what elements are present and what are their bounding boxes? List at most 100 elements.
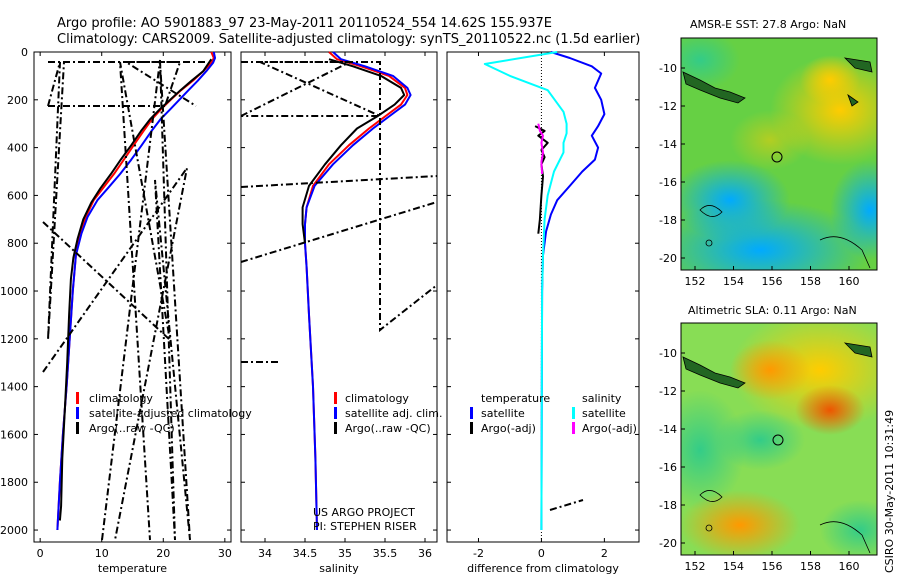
- y-tick-label: 1400: [0, 381, 28, 394]
- legend-label-temp-satellite: satellite: [481, 407, 525, 420]
- y-tick-label: 600: [7, 189, 28, 202]
- salinity-legend: climatology satellite adj. clim. Argo(..…: [313, 392, 442, 533]
- x-tick-label: 2: [601, 547, 608, 560]
- map-y-tick-label: -18: [659, 499, 677, 512]
- legend-swatch-black: [334, 422, 337, 434]
- x-tick-label: 0: [538, 547, 545, 560]
- y-tick-label: 1000: [0, 285, 28, 298]
- x-tick-label: 34.5: [293, 547, 318, 560]
- legend-swatch-red: [334, 392, 337, 404]
- project-annotation-line-2: PI: STEPHEN RISER: [313, 520, 417, 533]
- x-tick-label: 35: [338, 547, 352, 560]
- timestamp-label: CSIRO 30-May-2011 10:31:49: [883, 410, 896, 573]
- legend-label-argo: Argo(..raw -QC): [89, 422, 175, 435]
- map-x-tick-label: 160: [839, 560, 860, 573]
- map-y-tick-label: -16: [659, 176, 677, 189]
- series-line: [58, 58, 213, 521]
- series-line: [304, 51, 409, 531]
- y-tick-label: 0: [21, 46, 28, 59]
- legend-label-temp-argo: Argo(-adj): [481, 422, 536, 435]
- map-y-tick-label: -14: [659, 138, 677, 151]
- series-line: [534, 125, 549, 234]
- temperature-panel: 0 10 20 30 0 200 400 600 800 1000 1200 1400 1600 1800…: [0, 46, 232, 575]
- sst-map: [681, 38, 877, 270]
- legend-label-climatology: climatology: [345, 392, 409, 405]
- map-x-tick-label: 160: [839, 275, 860, 288]
- sla-map: [681, 323, 877, 555]
- sla-map-frame: [680, 322, 878, 556]
- map-y-tick-label: -14: [659, 423, 677, 436]
- series-line: [483, 51, 568, 531]
- difference-panel: -2 0 2 difference from climatology: [446, 51, 640, 575]
- map-y-tick-label: -16: [659, 461, 677, 474]
- argo-raw-spikes: [42, 59, 584, 541]
- map-y-tick-label: -12: [659, 385, 677, 398]
- legend-swatch-black: [470, 422, 473, 434]
- legend-title-temperature: temperature: [481, 392, 550, 405]
- legend-swatch-blue: [76, 407, 79, 419]
- map-x-tick-label: 156: [762, 560, 783, 573]
- x-tick-label: 0: [37, 547, 44, 560]
- map-y-tick-label: -20: [659, 252, 677, 265]
- sst-map-axes: 152 154 156 158 160 -10 -12 -14 -16 -18 -20: [659, 62, 859, 288]
- difference-legend: temperature satellite Argo(-adj) salinit…: [470, 392, 637, 435]
- sla-map-title: Altimetric SLA: 0.11 Argo: NaN: [688, 304, 857, 317]
- series-line: [537, 123, 544, 174]
- header-line-2: Climatology: CARS2009. Satellite-adjuste…: [57, 32, 640, 47]
- x-tick-label: 34: [258, 547, 272, 560]
- series-line: [301, 58, 406, 244]
- map-y-tick-label: -10: [659, 62, 677, 75]
- map-x-tick-label: 154: [723, 560, 744, 573]
- x-tick-label: 30: [218, 547, 232, 560]
- legend-label-sat-adj: satellite-adjusted climatology: [89, 407, 252, 420]
- map-y-tick-label: -18: [659, 214, 677, 227]
- map-x-tick-label: 154: [723, 275, 744, 288]
- x-tick-label: 20: [156, 547, 170, 560]
- y-tick-label: 1600: [0, 428, 28, 441]
- legend-label-sat-adj: satellite adj. clim.: [345, 407, 442, 420]
- series-line: [56, 51, 215, 531]
- x-tick-label: -2: [473, 547, 484, 560]
- header-line-1: Argo profile: AO 5901883_97 23-May-2011 …: [57, 16, 552, 31]
- y-tick-label: 1800: [0, 476, 28, 489]
- y-tick-label: 200: [7, 94, 28, 107]
- series-line: [56, 51, 216, 531]
- sla-map-axes: 152 154 156 158 160 -10 -12 -14 -16 -18 -20: [659, 347, 859, 573]
- map-x-tick-label: 152: [685, 275, 706, 288]
- series-line: [540, 51, 606, 531]
- legend-label-climatology: climatology: [89, 392, 153, 405]
- salinity-x-axis-label: salinity: [319, 562, 359, 575]
- series-line: [304, 51, 412, 531]
- legend-label-argo: Argo(..raw -QC): [345, 422, 431, 435]
- x-tick-label: 10: [95, 547, 109, 560]
- y-tick-label: 1200: [0, 333, 28, 346]
- y-tick-label: 2000: [0, 524, 28, 537]
- salinity-plot-frame: [240, 51, 438, 543]
- salinity-panel: 34 34.5 35 35.5 36 salinity: [240, 51, 438, 575]
- y-tick-label: 800: [7, 237, 28, 250]
- legend-swatch-magenta: [572, 422, 575, 434]
- map-x-tick-label: 156: [762, 275, 783, 288]
- project-annotation-line-1: US ARGO PROJECT: [313, 506, 415, 519]
- map-x-tick-label: 152: [685, 560, 706, 573]
- temperature-legend: climatology satellite-adjusted climatolo…: [76, 392, 252, 435]
- map-y-tick-label: -20: [659, 537, 677, 550]
- difference-x-axis-label: difference from climatology: [467, 562, 619, 575]
- legend-swatch-red: [76, 392, 79, 404]
- legend-swatch-blue: [334, 407, 337, 419]
- legend-label-sal-argo: Argo(-adj): [582, 422, 637, 435]
- map-y-tick-label: -12: [659, 100, 677, 113]
- x-tick-label: 35.5: [373, 547, 398, 560]
- x-tick-label: 36: [418, 547, 432, 560]
- sst-map-frame: [680, 37, 878, 271]
- temperature-x-axis-label: temperature: [98, 562, 167, 575]
- map-x-tick-label: 158: [800, 560, 821, 573]
- y-tick-label: 400: [7, 142, 28, 155]
- legend-swatch-blue: [470, 407, 473, 419]
- temperature-plot-frame: [33, 51, 232, 543]
- map-y-tick-label: -10: [659, 347, 677, 360]
- legend-swatch-black: [76, 422, 79, 434]
- map-x-tick-label: 158: [800, 275, 821, 288]
- legend-title-salinity: salinity: [582, 392, 622, 405]
